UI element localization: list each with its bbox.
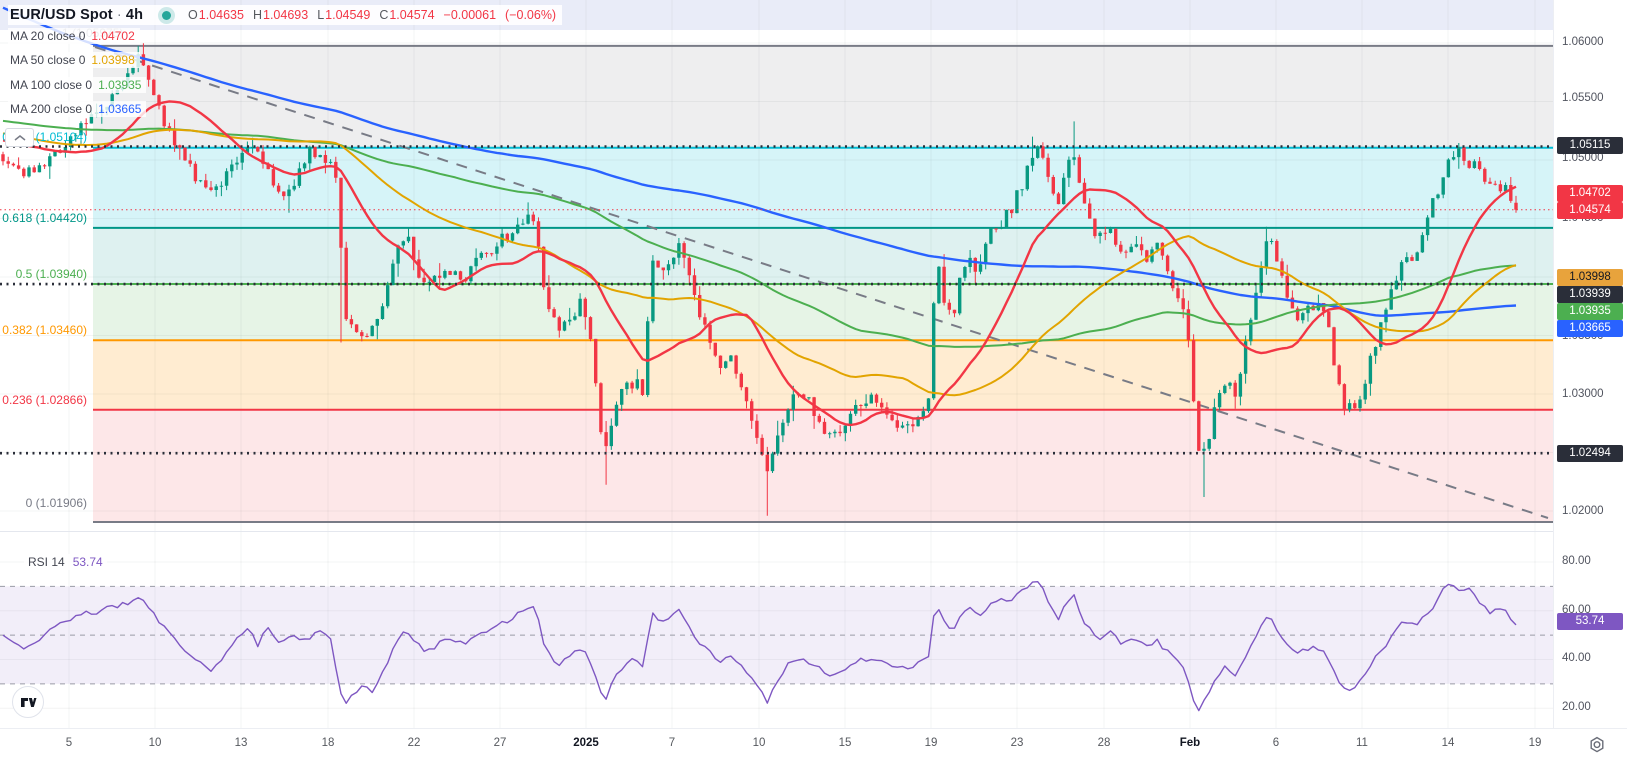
time-tick: 14 [1441, 737, 1455, 749]
ma50-value: 1.03998 [91, 53, 135, 67]
time-tick: 11 [1356, 737, 1368, 749]
symbol-title[interactable]: EUR/USD Spot · 4h [10, 7, 144, 23]
time-tick: 15 [838, 737, 852, 749]
price-tick: 1.06000 [1562, 36, 1604, 48]
change-value: −0.00061 [443, 8, 497, 22]
price-tick: 1.03000 [1562, 388, 1604, 400]
last-price-badge: 1.04574 [1557, 202, 1623, 219]
ma100-legend-row[interactable]: MA 100 close 0 1.03935 [8, 77, 147, 93]
fib-label-05: 0.5 (1.03940) [15, 267, 87, 281]
ma20-label: MA 20 close 0 [10, 29, 86, 43]
rsi-value: 53.74 [72, 555, 103, 569]
rsi-tick: 40.00 [1562, 652, 1591, 664]
rsi-label: RSI 14 [28, 555, 65, 569]
time-axis[interactable]: 5 10 13 18 22 27 2025 7 10 15 19 23 28 F… [0, 728, 1627, 760]
time-tick-month: Feb [1179, 737, 1201, 749]
ohlc-readout: O 1.04635 H 1.04693 L 1.04549 C 1.04574 −0.0… [188, 8, 556, 22]
ma20-value: 1.04702 [91, 29, 135, 43]
low-label: L [317, 8, 325, 22]
price-tick: 1.02000 [1562, 505, 1604, 517]
ma200-badge: 1.03665 [1557, 320, 1623, 337]
gear-icon[interactable] [1587, 735, 1607, 755]
time-tick: 5 [65, 737, 73, 749]
ma200-label: MA 200 close 0 [10, 102, 93, 116]
tradingview-logo[interactable] [12, 686, 44, 718]
title-separator: · [116, 7, 122, 23]
time-tick: 28 [1097, 737, 1111, 749]
collapse-legend-button[interactable] [5, 128, 34, 147]
time-tick: 10 [148, 737, 162, 749]
level-badge-102494: 1.02494 [1557, 445, 1623, 462]
time-tick: 7 [668, 737, 676, 749]
time-tick: 19 [1528, 737, 1542, 749]
price-tick: 1.05500 [1562, 92, 1604, 104]
low-value: 1.04549 [325, 8, 371, 22]
high-value: 1.04693 [263, 8, 309, 22]
ma100-value: 1.03935 [98, 78, 142, 92]
level-badge-105115: 1.05115 [1557, 137, 1623, 154]
ma100-label: MA 100 close 0 [10, 78, 93, 92]
price-axis[interactable]: 1.06000 1.05500 1.05000 1.04500 1.03500 … [1553, 0, 1627, 728]
ma200-legend-row[interactable]: MA 200 close 0 1.03665 [8, 101, 147, 117]
rsi-legend-row[interactable]: RSI 14 53.74 [24, 554, 107, 570]
time-tick: 22 [407, 737, 421, 749]
market-status-dot-icon [162, 10, 172, 20]
high-label: H [252, 8, 262, 22]
time-tick: 27 [493, 737, 507, 749]
ma50-badge: 1.03998 [1557, 269, 1623, 286]
open-label: O [188, 8, 198, 22]
change-percent: (−0.06%) [505, 8, 557, 22]
ma20-legend-row[interactable]: MA 20 close 0 1.04702 [8, 28, 140, 44]
ma200-value: 1.03665 [98, 102, 142, 116]
ma50-label: MA 50 close 0 [10, 53, 86, 67]
ma50-legend-row[interactable]: MA 50 close 0 1.03998 [8, 52, 140, 68]
ma20-badge: 1.04702 [1557, 185, 1623, 202]
fib-label-0: 0 (1.01906) [25, 496, 87, 510]
rsi-value-badge: 53.74 [1557, 613, 1623, 630]
chevron-up-icon [14, 134, 25, 141]
fib-label-0236: 0.236 (1.02866) [2, 393, 87, 407]
level-badge-103939: 1.03939 [1557, 286, 1623, 303]
time-tick: 19 [924, 737, 938, 749]
tv-logo-icon [21, 698, 37, 707]
price-tick: 1.05000 [1562, 152, 1604, 164]
time-tick: 13 [234, 737, 248, 749]
close-label: C [379, 8, 389, 22]
fib-label-0618: 0.618 (1.04420) [2, 211, 87, 225]
time-tick-year: 2025 [573, 737, 599, 749]
time-tick: 6 [1272, 737, 1280, 749]
time-tick: 18 [321, 737, 335, 749]
rsi-tick: 80.00 [1562, 555, 1591, 567]
ma100-badge: 1.03935 [1557, 303, 1623, 320]
close-value: 1.04574 [389, 8, 435, 22]
open-value: 1.04635 [198, 8, 244, 22]
time-tick: 10 [752, 737, 766, 749]
fib-label-0382: 0.382 (1.03460) [2, 323, 87, 337]
symbol-legend[interactable]: EUR/USD Spot · 4h O 1.04635 H 1.04693 L 1.0… [8, 5, 563, 25]
rsi-tick: 20.00 [1562, 701, 1591, 713]
timeframe-label[interactable]: 4h [125, 7, 144, 23]
time-tick: 23 [1010, 737, 1024, 749]
